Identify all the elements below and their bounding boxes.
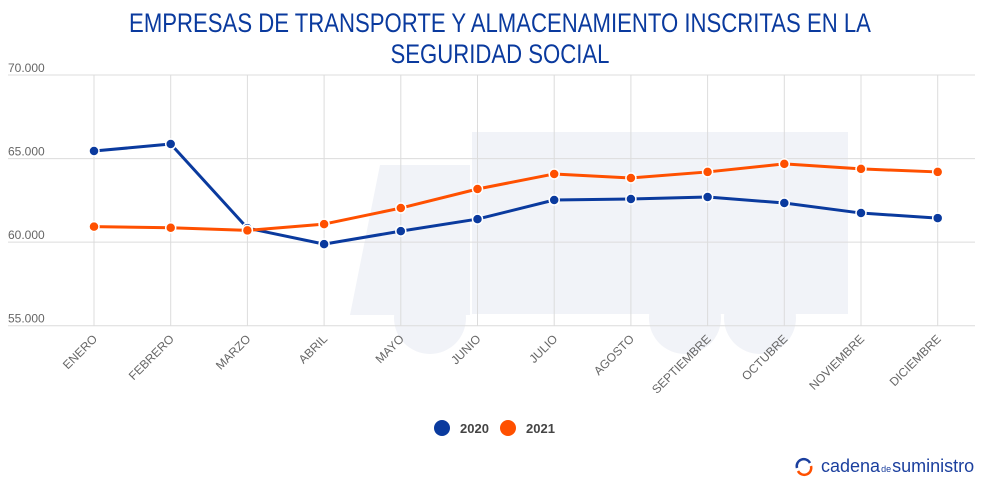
brand-de: de: [881, 464, 892, 474]
x-tick-label: FEBRERO: [126, 332, 177, 383]
data-point-2020: [931, 212, 944, 224]
legend-marker-2021: [500, 420, 516, 436]
x-tick-label: DICIEMBRE: [887, 332, 944, 389]
data-point-2020: [625, 193, 637, 205]
watermark-wheel: [394, 282, 466, 354]
data-point-2020: [471, 213, 484, 225]
cycle-arrows-icon: [795, 457, 813, 476]
y-tick-label: 60.000: [8, 228, 45, 242]
data-point-2021: [164, 222, 177, 234]
x-tick-label: MAYO: [373, 332, 407, 366]
watermark-truck-cab: [350, 165, 470, 315]
y-tick-label: 70.000: [8, 61, 45, 75]
series-line-2020: [93, 142, 938, 246]
brand-logo: cadena de suministro: [793, 456, 974, 477]
series-line-2021: [93, 162, 938, 232]
data-point-2021: [241, 224, 254, 237]
x-tick-label: ABRIL: [296, 332, 331, 367]
brand-name-2: suministro: [892, 456, 975, 476]
watermark-wheel: [724, 282, 796, 354]
data-point-2020: [548, 194, 560, 206]
brand-name: cadena: [821, 456, 881, 476]
data-point-2020: [778, 197, 791, 209]
data-point-2021: [395, 202, 407, 214]
data-point-2020: [164, 138, 177, 150]
x-tick-label: JULIO: [526, 332, 560, 366]
data-point-2020: [318, 238, 330, 250]
x-tick-label: ENERO: [60, 332, 100, 372]
x-tick-label: MARZO: [213, 332, 254, 373]
data-point-2021: [778, 158, 791, 170]
legend-label-2020: 2020: [460, 421, 489, 436]
x-tick-label: NOVIEMBRE: [806, 332, 867, 393]
data-point-2021: [548, 168, 560, 180]
data-point-2021: [855, 163, 867, 175]
data-point-2021: [931, 166, 944, 178]
watermark-truck: [472, 132, 848, 314]
chart-title: EMPRESAS DE TRANSPORTE Y ALMACENAMIENTO …: [129, 8, 871, 69]
data-point-2020: [855, 207, 867, 219]
y-tick-label: 55.000: [8, 312, 45, 326]
legend-marker-2020: [434, 420, 450, 436]
data-point-2021: [471, 183, 484, 195]
legend-label-2021: 2021: [526, 421, 555, 436]
data-point-2021: [318, 218, 330, 230]
y-tick-label: 65.000: [8, 145, 45, 159]
x-tick-label: AGOSTO: [591, 332, 637, 378]
data-point-2020: [88, 145, 100, 157]
data-point-2021: [88, 220, 100, 233]
data-point-2021: [701, 166, 714, 178]
watermark-wheel: [649, 282, 721, 354]
data-point-2020: [395, 225, 407, 237]
data-point-2020: [701, 191, 714, 203]
data-point-2021: [625, 172, 637, 184]
